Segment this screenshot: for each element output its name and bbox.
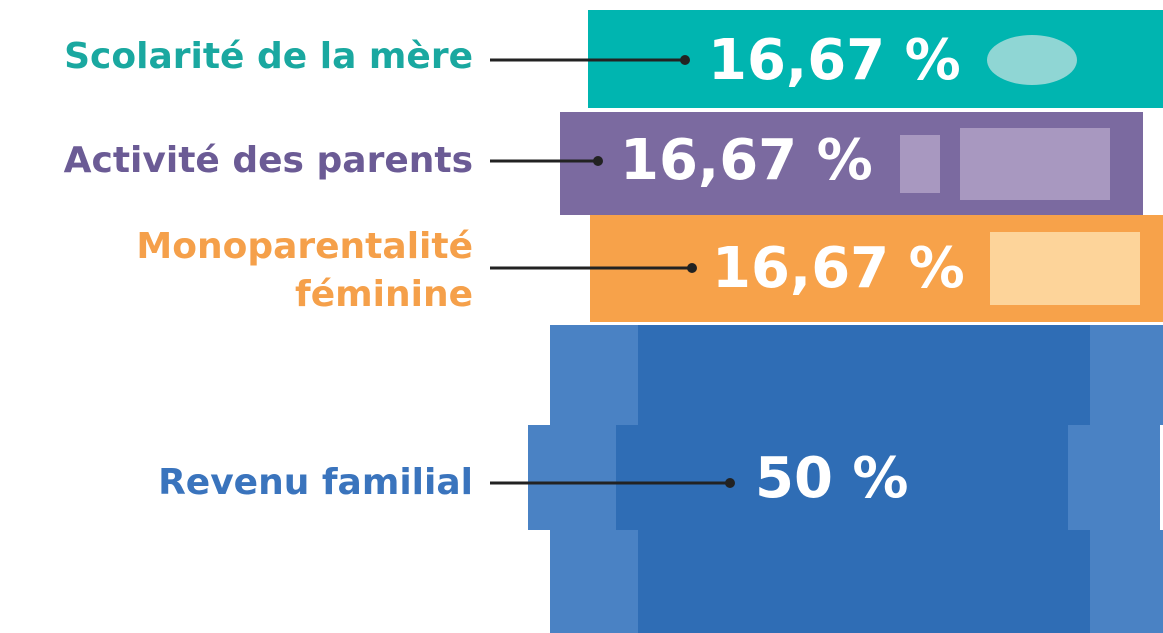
connector-dot [687, 263, 697, 273]
connector-dot [593, 156, 603, 166]
item-label: Activité des parents [64, 140, 473, 181]
connector-dot [680, 55, 690, 65]
book-band [550, 530, 638, 633]
book-stack [528, 10, 1163, 633]
book-decoration [960, 128, 1110, 200]
book-decoration [987, 35, 1077, 85]
item-label: féminine [295, 274, 473, 315]
item-value: 50 % [755, 446, 909, 511]
book-decoration [900, 135, 940, 193]
item-label: Monoparentalité [136, 226, 473, 267]
book-band [1090, 325, 1163, 425]
item-value: 16,67 % [712, 236, 965, 301]
item-value: 16,67 % [620, 128, 873, 193]
infographic: Scolarité de la mère Activité des parent… [0, 0, 1163, 633]
book [550, 325, 1163, 425]
book-band [1068, 425, 1160, 530]
connector-dot [725, 478, 735, 488]
item-label: Scolarité de la mère [64, 36, 473, 77]
book-band [528, 425, 616, 530]
book-band [1090, 530, 1163, 633]
book-decoration [990, 232, 1140, 305]
book-band [550, 325, 638, 425]
book [550, 530, 1163, 633]
item-value: 16,67 % [708, 28, 961, 93]
item-label: Revenu familial [158, 462, 473, 503]
